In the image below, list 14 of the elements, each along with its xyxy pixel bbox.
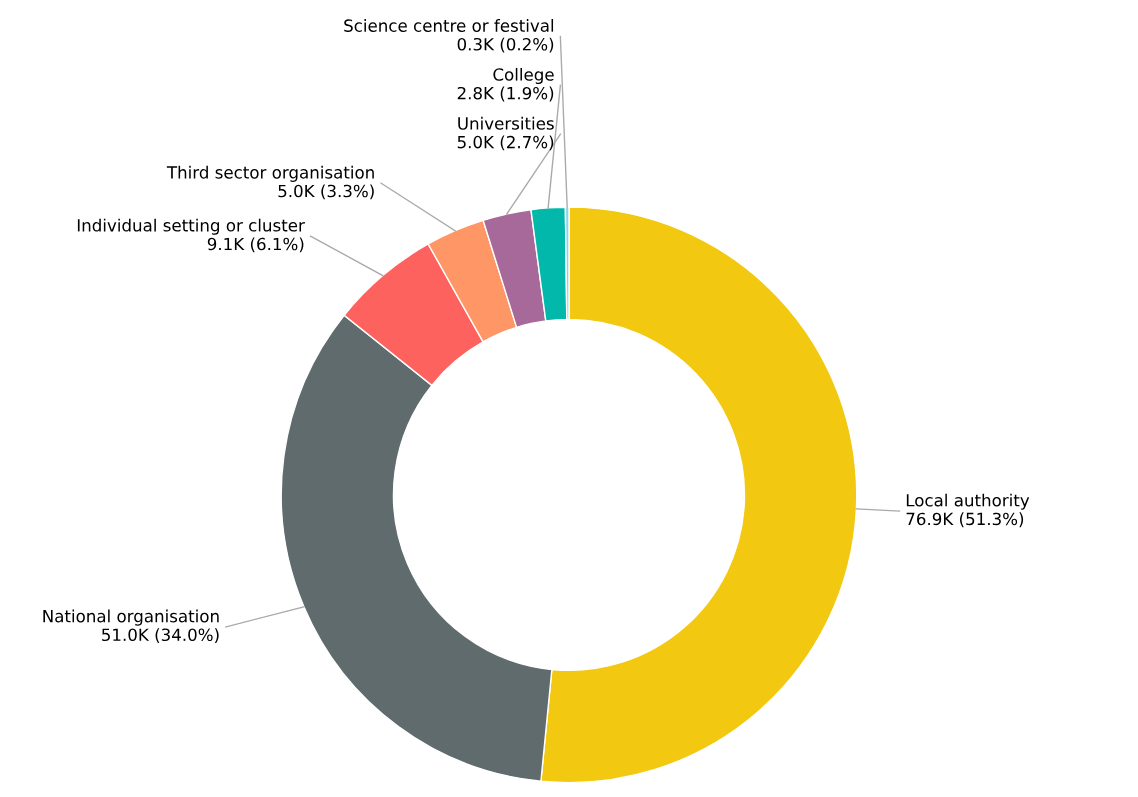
slice-label: College: [493, 67, 554, 85]
data-label: 5.0K (2.7%): [457, 135, 554, 151]
data-label: 76.9K (51.3%): [906, 512, 1024, 528]
slice-label: Science centre or festival: [344, 19, 554, 32]
slice-label: Third sector organisation: [166, 165, 374, 182]
data-label: 2.8K (1.9%): [457, 86, 554, 102]
data-label: 0.3K (0.2%): [457, 37, 554, 53]
slice-label: Individual setting or cluster: [77, 218, 305, 235]
slice-label: National organisation: [43, 609, 219, 626]
slice-label: Universities: [458, 116, 554, 130]
data-label: 9.1K (6.1%): [207, 237, 304, 253]
data-label: 5.0K (3.3%): [278, 184, 374, 200]
slice-label: Local authority: [906, 493, 1030, 510]
data-label: 51.0K (34.0%): [102, 628, 219, 644]
